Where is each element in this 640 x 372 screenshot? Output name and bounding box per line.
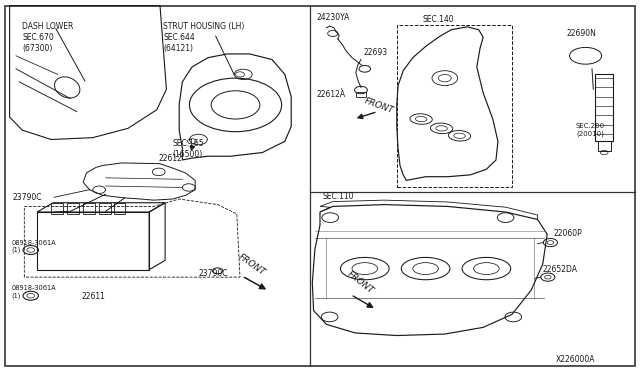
Text: 22612A: 22612A — [317, 90, 346, 99]
Text: DASH LOWER
SEC.670
(67300): DASH LOWER SEC.670 (67300) — [22, 22, 74, 53]
Text: SEC.110: SEC.110 — [323, 192, 354, 201]
Text: X226000A: X226000A — [556, 355, 596, 363]
Text: SEC.165
(16500): SEC.165 (16500) — [173, 139, 204, 158]
Text: 23790C: 23790C — [198, 269, 228, 278]
Text: 08918-3061A
(1): 08918-3061A (1) — [12, 240, 56, 253]
Text: FRONT: FRONT — [237, 252, 267, 277]
Text: FRONT: FRONT — [363, 96, 395, 115]
Text: 22693: 22693 — [364, 48, 388, 57]
Text: 22612: 22612 — [159, 154, 182, 163]
Text: 08918-3061A
(1): 08918-3061A (1) — [12, 285, 56, 299]
Text: 22611: 22611 — [82, 292, 106, 301]
Text: STRUT HOUSING (LH)
SEC.644
(64121): STRUT HOUSING (LH) SEC.644 (64121) — [163, 22, 244, 53]
Text: 22060P: 22060P — [554, 229, 582, 238]
Text: 24230YA: 24230YA — [317, 13, 350, 22]
Text: 22652DA: 22652DA — [543, 264, 578, 273]
Text: 22690N: 22690N — [566, 29, 596, 38]
Text: FRONT: FRONT — [346, 269, 376, 295]
Text: SEC.140: SEC.140 — [422, 15, 454, 24]
Text: SEC.200
(20010): SEC.200 (20010) — [576, 124, 605, 137]
Text: 23790C: 23790C — [13, 193, 42, 202]
